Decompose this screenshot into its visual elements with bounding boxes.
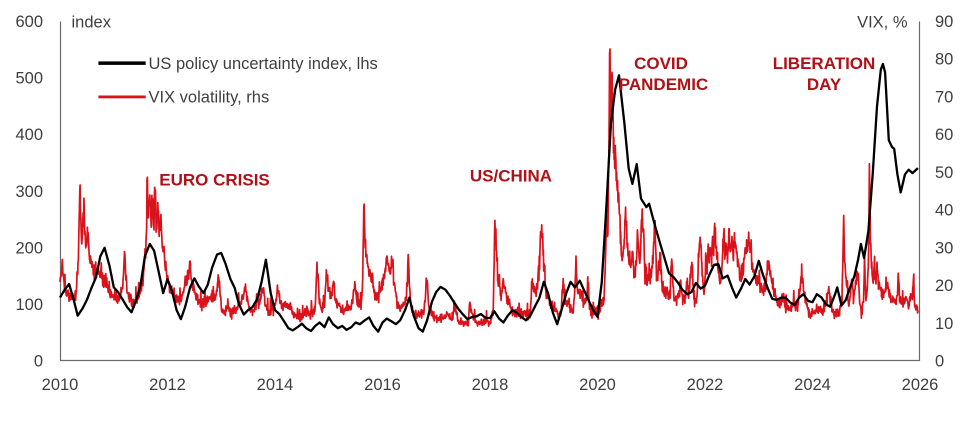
svg-text:2020: 2020 — [579, 376, 616, 394]
svg-text:70: 70 — [935, 88, 953, 106]
svg-text:40: 40 — [935, 202, 953, 220]
svg-text:2014: 2014 — [257, 376, 294, 394]
svg-text:US policy uncertainty index, l: US policy uncertainty index, lhs — [149, 55, 378, 73]
svg-text:0: 0 — [34, 353, 43, 371]
svg-text:10: 10 — [935, 315, 953, 333]
svg-text:300: 300 — [15, 183, 43, 201]
svg-text:2012: 2012 — [149, 376, 186, 394]
svg-text:EURO CRISIS: EURO CRISIS — [159, 170, 270, 189]
svg-text:VIX, %: VIX, % — [857, 13, 908, 31]
svg-text:30: 30 — [935, 239, 953, 257]
svg-text:COVID: COVID — [634, 54, 688, 73]
svg-text:0: 0 — [935, 353, 944, 371]
svg-text:2022: 2022 — [687, 376, 724, 394]
svg-text:index: index — [72, 13, 112, 31]
svg-text:US/CHINA: US/CHINA — [470, 166, 552, 185]
svg-text:2024: 2024 — [794, 376, 831, 394]
svg-text:80: 80 — [935, 51, 953, 69]
svg-text:2010: 2010 — [42, 376, 79, 394]
svg-text:200: 200 — [15, 239, 43, 257]
svg-text:2018: 2018 — [472, 376, 509, 394]
svg-text:2016: 2016 — [364, 376, 401, 394]
svg-text:20: 20 — [935, 277, 953, 295]
svg-text:100: 100 — [15, 296, 43, 314]
svg-text:VIX volatility, rhs: VIX volatility, rhs — [149, 89, 270, 107]
svg-text:50: 50 — [935, 164, 953, 182]
svg-text:PANDEMIC: PANDEMIC — [619, 75, 708, 94]
svg-text:600: 600 — [15, 13, 43, 31]
svg-text:90: 90 — [935, 13, 953, 31]
svg-text:60: 60 — [935, 126, 953, 144]
svg-text:400: 400 — [15, 126, 43, 144]
svg-text:DAY: DAY — [807, 75, 842, 94]
svg-text:LIBERATION: LIBERATION — [773, 54, 876, 73]
svg-text:2026: 2026 — [902, 376, 939, 394]
svg-text:500: 500 — [15, 70, 43, 88]
